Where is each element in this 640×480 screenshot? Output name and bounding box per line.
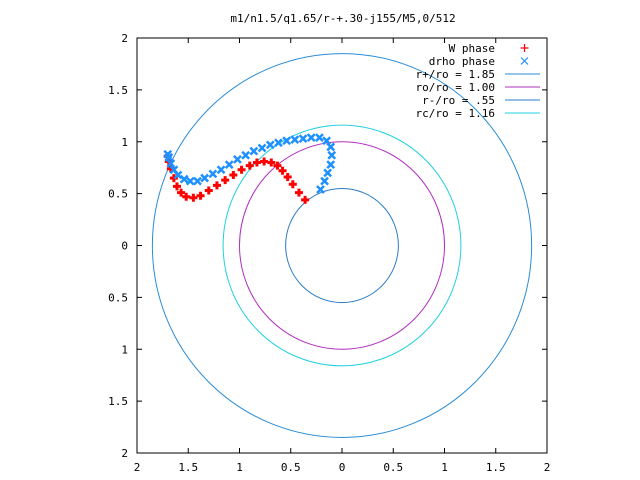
w-phase-point xyxy=(237,165,246,174)
legend-item-w-phase: W phase xyxy=(449,42,529,55)
legend-item-r-ro-1-85: r+/ro = 1.85 xyxy=(416,68,540,81)
drho-phase-point xyxy=(179,174,189,184)
x-tick-label: 1.5 xyxy=(486,461,506,474)
chart-title: m1/n1.5/q1.65/r-+.30-j155/M5,0/512 xyxy=(230,12,455,25)
circle-r-ro-1-85 xyxy=(151,53,533,438)
w-phase-point xyxy=(182,192,191,201)
y-tick-label: 0.5 xyxy=(108,188,128,201)
y-tick-label: 1.5 xyxy=(108,84,128,97)
legend-label: ro/ro = 1.00 xyxy=(416,81,495,94)
drho-phase-point xyxy=(326,160,336,169)
w-phase-point xyxy=(288,180,297,189)
x-tick-label: 0.5 xyxy=(383,461,403,474)
w-phase-point xyxy=(267,158,276,167)
w-phase-point xyxy=(172,182,181,191)
drho-phase-point xyxy=(322,136,332,146)
drho-phase-point xyxy=(208,169,218,179)
axis-ticks: 2 1.5 1 0.5 0 0.5 1 1.5 221.510.500.511.52 xyxy=(108,32,550,474)
drho-phase-point xyxy=(257,143,267,153)
w-phase-point xyxy=(229,170,238,179)
drho-phase-point xyxy=(193,176,202,186)
point-series-group xyxy=(163,133,337,204)
drho-phase-point xyxy=(327,150,337,160)
drho-phase-point xyxy=(233,155,242,164)
y-tick-label: 0.5 xyxy=(108,291,128,304)
drho-phase-point xyxy=(290,135,300,145)
x-tick-label: 1.5 xyxy=(178,461,198,474)
drho-phase-point xyxy=(166,159,176,168)
y-tick-label: 1 xyxy=(121,136,128,149)
drho-phase-point xyxy=(326,142,336,152)
drho-phase-point xyxy=(169,165,179,175)
drho-phase-point xyxy=(320,176,329,186)
drho-phase-point xyxy=(316,185,325,194)
w-phase-point xyxy=(204,186,213,195)
x-tick-label: 0.5 xyxy=(281,461,301,474)
drho-phase-point xyxy=(224,160,234,169)
drho-phase-point xyxy=(274,138,283,148)
y-tick-label: 2 xyxy=(121,447,128,460)
y-tick-label: 1.5 xyxy=(108,395,128,408)
drho-phase-point xyxy=(306,133,316,142)
drho-phase-point xyxy=(282,136,292,146)
x-tick-label: 2 xyxy=(134,461,141,474)
x-tick-label: 0 xyxy=(339,461,346,474)
legend-label: rc/ro = 1.16 xyxy=(416,107,495,120)
legend-marker-sample xyxy=(520,44,529,52)
drho-phase-point xyxy=(200,173,210,183)
y-tick-label: 0 xyxy=(121,240,128,253)
w-phase-point xyxy=(221,176,230,185)
drho-phase-point xyxy=(216,165,226,175)
y-tick-label: 2 xyxy=(121,32,128,45)
w-phase-point xyxy=(260,157,269,166)
drho-phase-point xyxy=(241,150,251,160)
legend-item-ro-ro-1-00: ro/ro = 1.00 xyxy=(416,81,540,94)
w-phase-point xyxy=(273,161,282,170)
legend-label: r+/ro = 1.85 xyxy=(416,68,495,81)
circle-series-group xyxy=(151,53,533,438)
legend-item-rc-ro-1-16: rc/ro = 1.16 xyxy=(416,107,540,120)
drho-phase-point xyxy=(298,134,308,144)
w-phase-point xyxy=(212,181,221,190)
legend-marker-sample xyxy=(520,57,529,65)
legend-label: drho phase xyxy=(429,55,495,68)
y-tick-label: 1 xyxy=(121,343,128,356)
circle-rc-ro-1-16 xyxy=(222,124,462,367)
drho-phase-point xyxy=(249,146,259,156)
legend-label: W phase xyxy=(449,42,495,55)
w-phase-point xyxy=(283,173,292,182)
w-phase-point xyxy=(245,161,254,170)
x-tick-label: 1 xyxy=(441,461,448,474)
w-phase-point xyxy=(189,193,198,202)
drho-phase-point xyxy=(265,140,275,150)
x-tick-label: 1 xyxy=(236,461,243,474)
w-phase-point xyxy=(294,188,303,197)
circle-r-ro-55 xyxy=(285,187,399,304)
drho-phase-point xyxy=(185,176,195,186)
legend-item-r-ro-55: r-/ro = .55 xyxy=(422,94,540,107)
drho-phase-point xyxy=(163,149,173,159)
w-phase-point xyxy=(252,158,261,167)
w-phase-point xyxy=(196,191,205,200)
w-phase-point xyxy=(301,195,310,204)
legend-item-drho-phase: drho phase xyxy=(429,55,529,68)
w-phase-point xyxy=(177,188,186,197)
legend-label: r-/ro = .55 xyxy=(422,94,495,107)
drho-phase-point xyxy=(315,133,324,142)
x-tick-label: 2 xyxy=(544,461,551,474)
w-phase-point xyxy=(278,166,287,175)
drho-phase-point xyxy=(323,168,333,178)
circle-ro-ro-1-00 xyxy=(239,141,445,350)
